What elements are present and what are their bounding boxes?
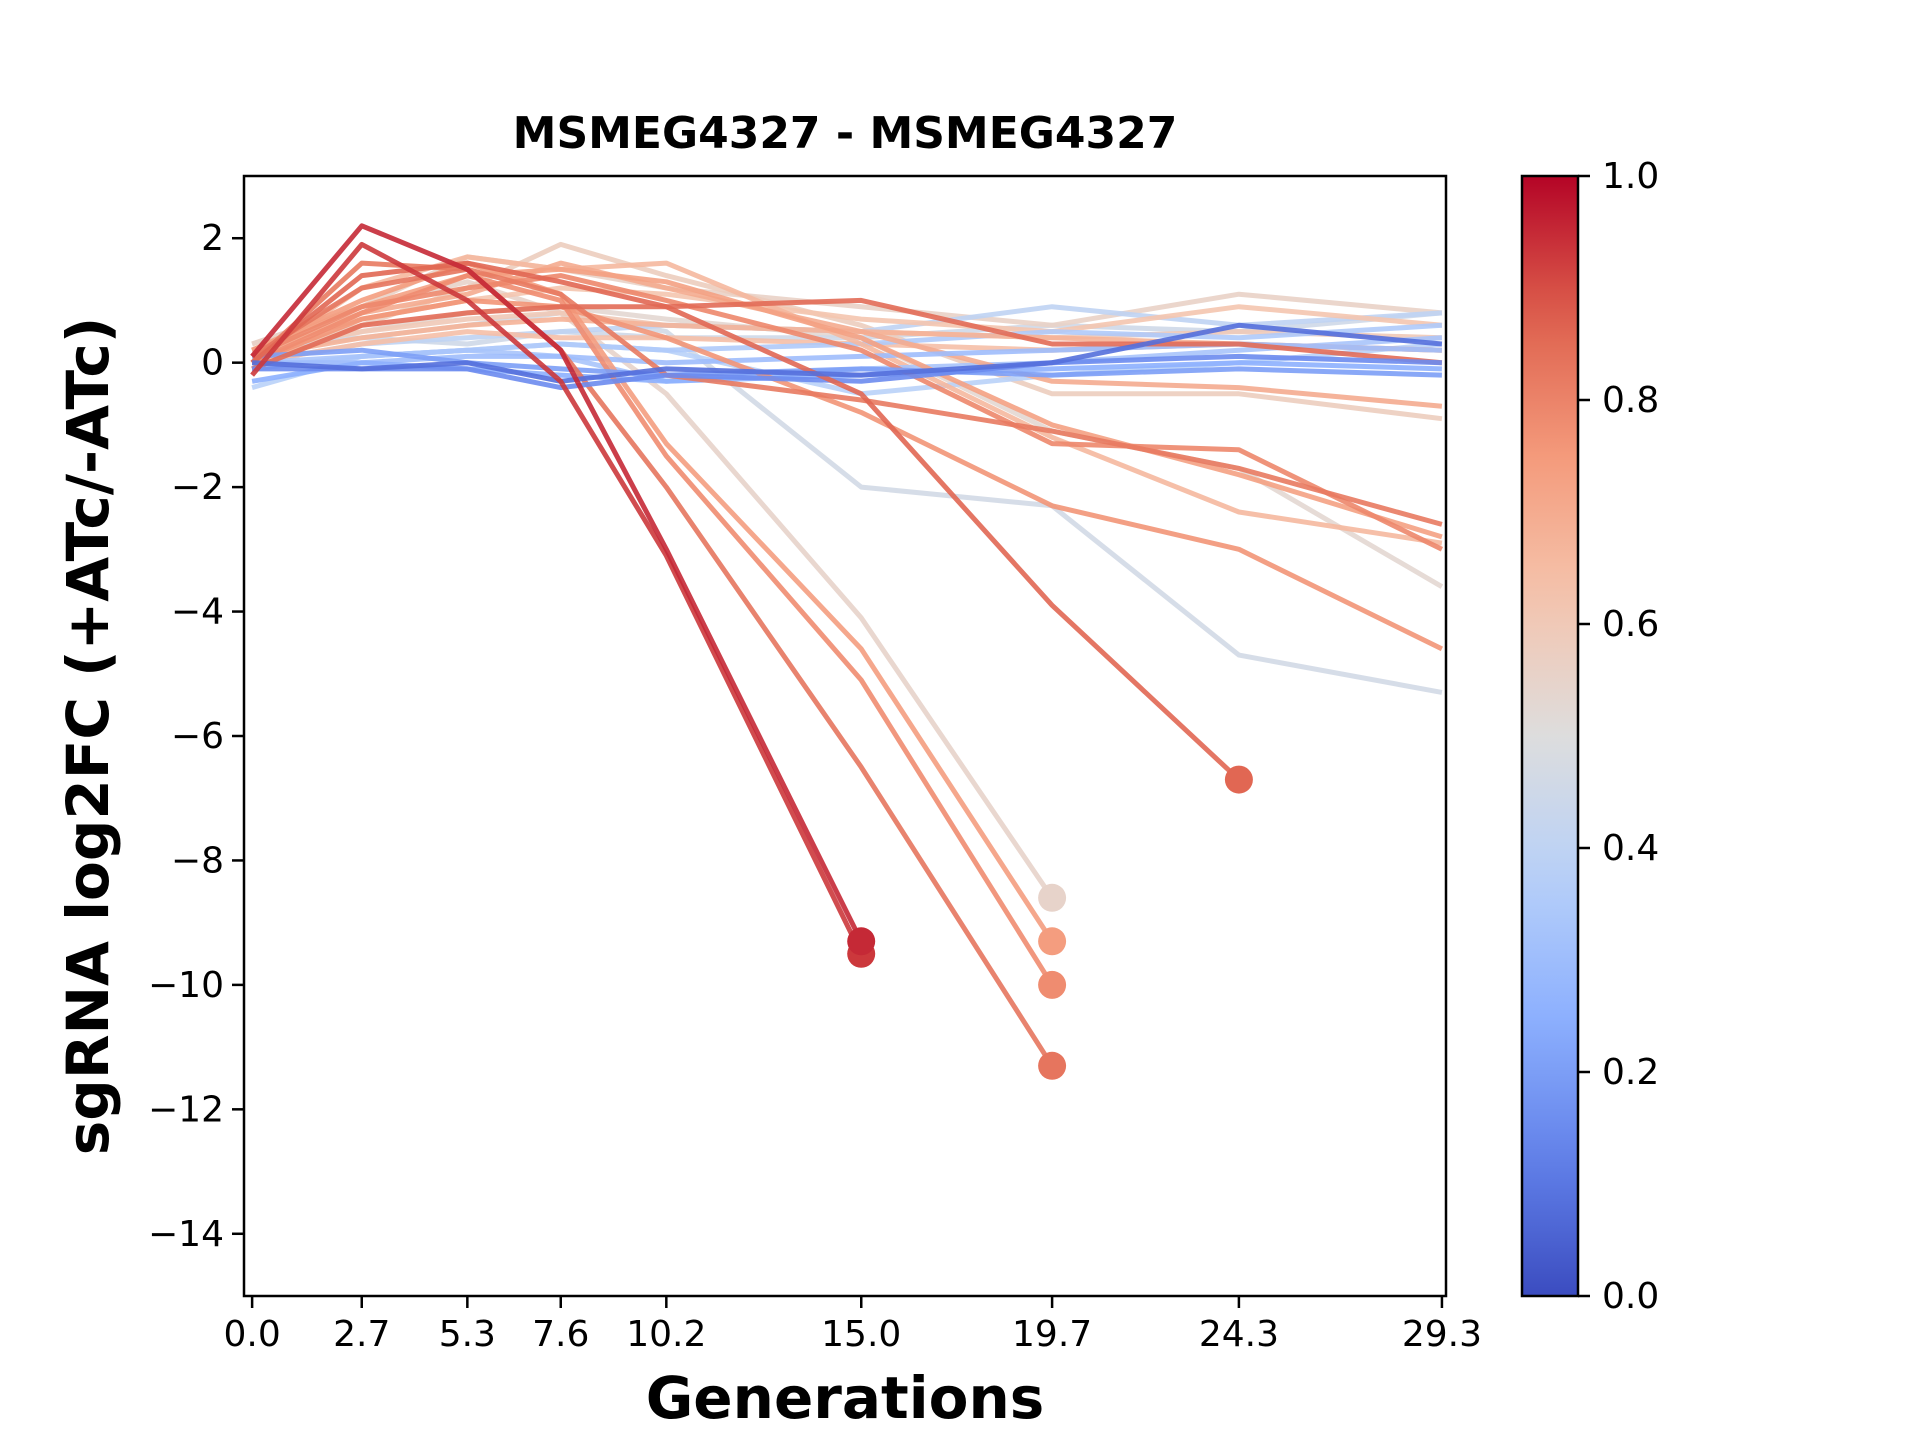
series-line xyxy=(251,273,1055,987)
series-line xyxy=(250,254,1443,546)
y-tick-label: −2 xyxy=(171,467,224,508)
series-line xyxy=(250,241,864,955)
x-tick-label: 10.2 xyxy=(626,1314,706,1355)
y-axis-label: sgRNA log2FC (+ATc/-ATc) xyxy=(54,317,122,1155)
series-line xyxy=(250,260,1241,782)
colorbar-tick-label: 0.8 xyxy=(1602,380,1659,421)
x-tick-label: 15.0 xyxy=(821,1314,901,1355)
chart-title: MSMEG4327 - MSMEG4327 xyxy=(513,108,1178,159)
series-end-marker xyxy=(1224,765,1253,794)
y-tick-label: −12 xyxy=(148,1089,224,1130)
colorbar xyxy=(1520,174,1580,1298)
y-axis: 2 0 −2 −4 −6 −8 −10 −12 −14 xyxy=(148,218,244,1255)
series-line xyxy=(251,260,1443,409)
series-layer xyxy=(250,223,1444,1068)
colorbar-axis: 0.0 0.2 0.4 0.6 0.8 1.0 xyxy=(1578,156,1659,1317)
series-line xyxy=(251,273,1444,552)
series-end-marker xyxy=(1038,1051,1067,1080)
series-end-marker xyxy=(1038,883,1067,912)
y-tick-label: −6 xyxy=(171,716,224,757)
series-line xyxy=(250,223,864,943)
series-end-marker xyxy=(847,927,876,956)
y-tick-label: 2 xyxy=(201,218,224,259)
series-end-marker xyxy=(1038,970,1067,999)
x-tick-label: 19.7 xyxy=(1012,1314,1092,1355)
end-marker-layer xyxy=(847,765,1253,1080)
colorbar-tick-label: 0.4 xyxy=(1602,828,1659,869)
y-tick-label: 0 xyxy=(201,343,224,384)
y-tick-label: −10 xyxy=(148,965,224,1006)
x-tick-label: 29.3 xyxy=(1402,1314,1482,1355)
x-tick-label: 0.0 xyxy=(223,1314,280,1355)
y-tick-label: −4 xyxy=(171,592,224,633)
x-tick-label: 24.3 xyxy=(1199,1314,1279,1355)
series-line xyxy=(251,322,1443,384)
colorbar-tick-label: 0.6 xyxy=(1602,604,1659,645)
x-tick-label: 2.7 xyxy=(333,1314,390,1355)
colorbar-tick-label: 0.0 xyxy=(1602,1276,1659,1317)
x-axis-label: Generations xyxy=(646,1364,1045,1432)
series-end-marker xyxy=(1038,927,1067,956)
x-axis: 0.0 2.7 5.3 7.6 10.2 15.0 19.7 24.3 29.3 xyxy=(223,1296,1482,1355)
series-line xyxy=(251,297,1444,652)
y-tick-label: −14 xyxy=(148,1214,224,1255)
colorbar-tick-label: 1.0 xyxy=(1602,156,1659,197)
x-tick-label: 7.6 xyxy=(532,1314,589,1355)
colorbar-tick-label: 0.2 xyxy=(1602,1052,1659,1093)
x-tick-label: 5.3 xyxy=(439,1314,496,1355)
y-tick-label: −8 xyxy=(171,840,224,881)
